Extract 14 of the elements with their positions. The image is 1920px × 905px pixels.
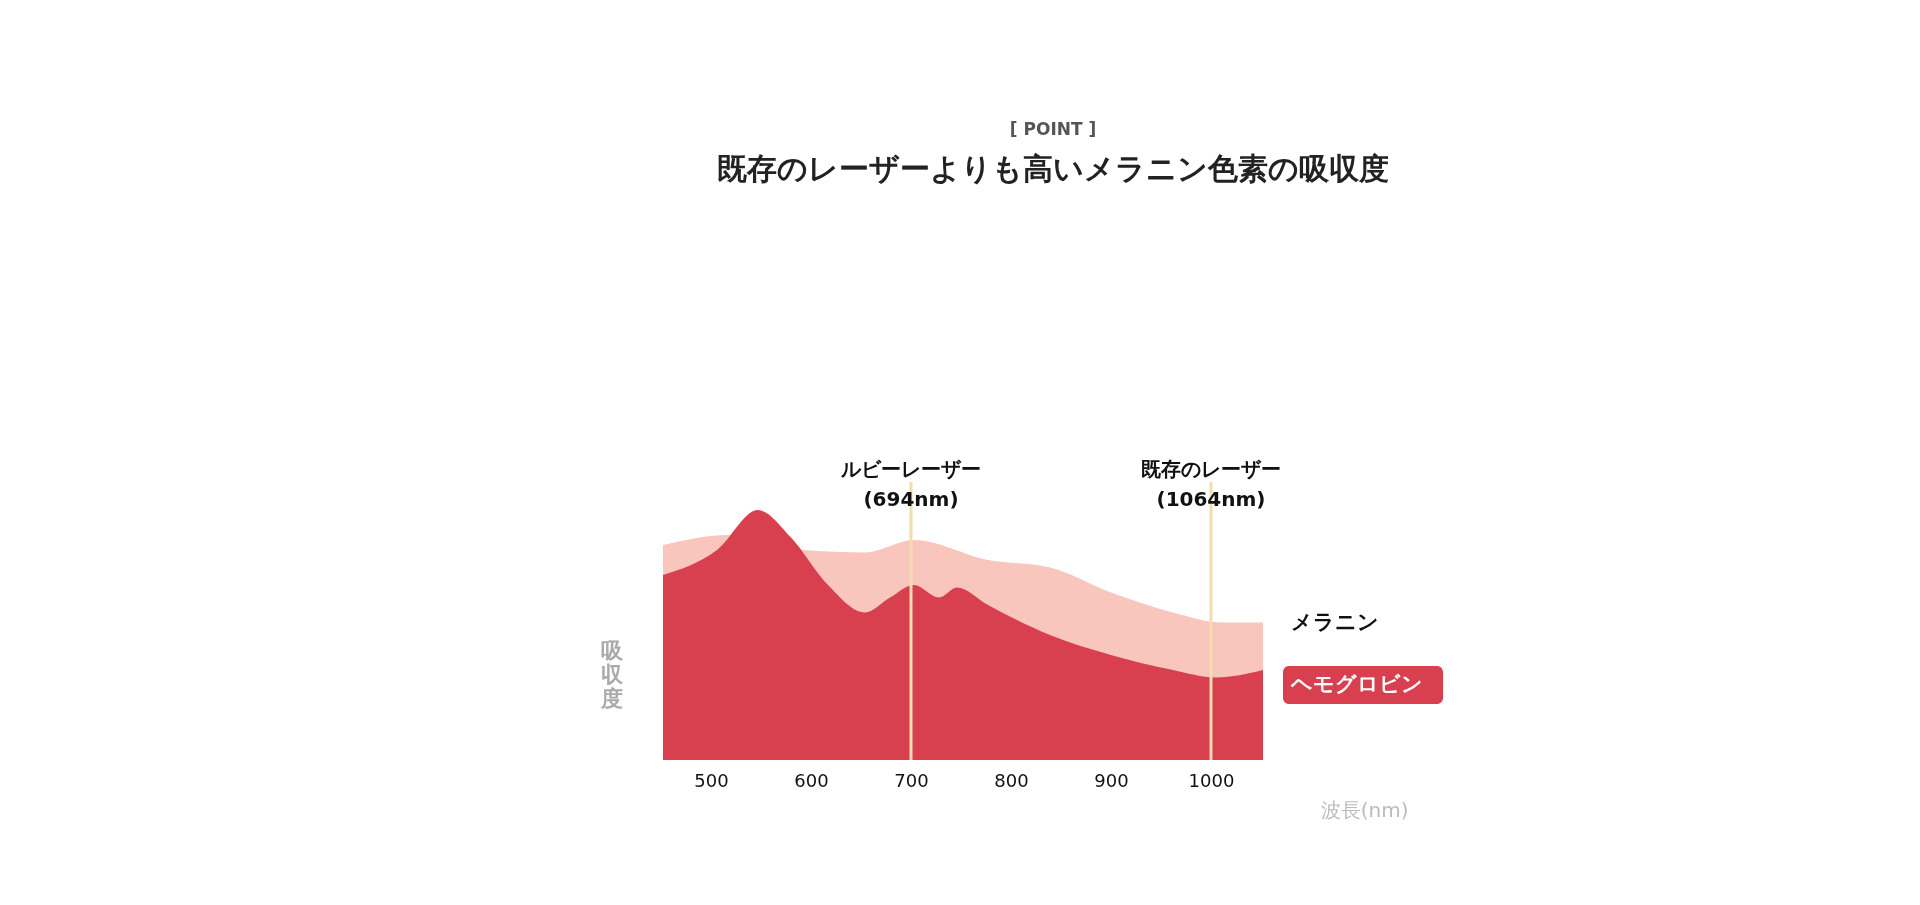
x-axis-title: 波長(nm) [1320,797,1409,822]
x-tick-label: 900 [1094,769,1129,791]
x-tick-label: 800 [994,769,1029,791]
text: [ POINT ] [1009,119,1097,139]
x-tick-label: 600 [794,769,829,791]
ref-line-label: ルビーレーザー (694nm) [840,457,981,511]
x-tick-label: 700 [894,769,929,791]
ref-line-label: 既存のレーザー (1064nm) [1141,457,1281,511]
chart-title: 既存のレーザーよりも高いメラニン色素の吸収度 [717,151,1389,186]
x-tick-label: 1000 [1188,769,1235,791]
series-label: メラニン [1291,609,1379,634]
x-tick-label: 500 [694,769,729,791]
series-label: ヘモグロビン [1290,672,1423,696]
y-axis-title: 吸収度 [599,637,624,711]
